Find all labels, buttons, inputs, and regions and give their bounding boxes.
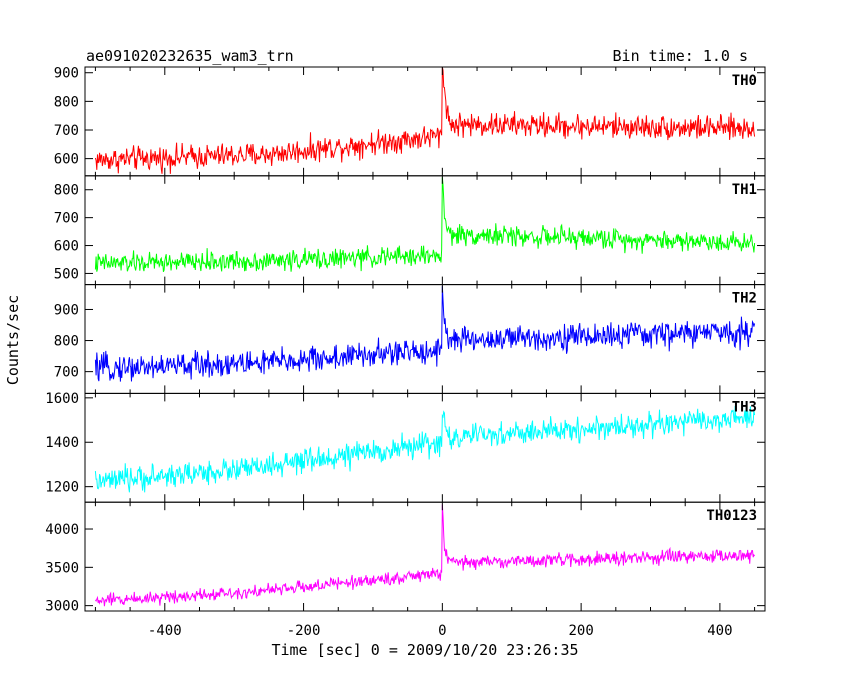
y-tick-label: 3500 [45, 560, 79, 576]
series-line-th0 [94, 67, 756, 174]
y-axis-label: Counts/sec [4, 295, 22, 385]
y-tick-label: 600 [54, 152, 79, 168]
chart-title: ae091020232635_wam3_trn [86, 47, 294, 65]
y-tick-label: 700 [54, 123, 79, 139]
y-tick-label: 1600 [45, 391, 79, 407]
panel-label: TH1 [732, 182, 757, 198]
y-tick-label: 800 [54, 183, 79, 199]
panel-th0123: TH0123 3000 3500 4000 [45, 501, 766, 615]
panel-th2: TH2 700 800 900 [54, 284, 766, 394]
x-tick-label: -400 [148, 623, 182, 639]
panel-th3: TH3 1200 1400 1600 [45, 391, 766, 503]
x-tick-label: 400 [707, 623, 732, 639]
x-tick-label: 200 [568, 623, 593, 639]
panel-label: TH0123 [706, 508, 757, 524]
bin-time-label: Bin time: 1.0 s [613, 47, 748, 65]
panel-th0: TH0 600 700 800 900 [54, 66, 766, 177]
x-tick-label: -200 [287, 623, 321, 639]
panel-frame [84, 501, 766, 612]
series-line-th2 [94, 286, 756, 382]
series-line-th3 [94, 405, 756, 493]
y-tick-label: 600 [54, 239, 79, 255]
y-tick-label: 900 [54, 66, 79, 82]
y-tick-label: 800 [54, 94, 79, 110]
y-tick-label: 500 [54, 266, 79, 282]
series-line-th1 [94, 177, 756, 272]
y-tick-label: 800 [54, 334, 79, 350]
y-tick-label: 4000 [45, 522, 79, 538]
y-tick-label: 1200 [45, 480, 79, 496]
panel-label: TH0 [732, 73, 757, 89]
panel-th1: TH1 500 600 700 800 [54, 175, 766, 286]
x-axis-label: Time [sec] 0 = 2009/10/20 23:26:35 [271, 641, 578, 659]
series-line-th0123 [94, 504, 756, 607]
x-tick-label: 0 [438, 623, 446, 639]
y-tick-label: 700 [54, 211, 79, 227]
y-tick-label: 900 [54, 302, 79, 318]
panel-label: TH3 [732, 399, 757, 415]
panel-frame [84, 175, 766, 286]
panel-label: TH2 [732, 291, 757, 307]
y-tick-label: 3000 [45, 599, 79, 615]
panel-frame [84, 392, 766, 503]
y-tick-label: 700 [54, 365, 79, 381]
panels-group: TH0 600 700 800 900 TH1 500 600 700 800 TH2 700 800 9… [45, 66, 766, 639]
y-tick-label: 1400 [45, 435, 79, 451]
